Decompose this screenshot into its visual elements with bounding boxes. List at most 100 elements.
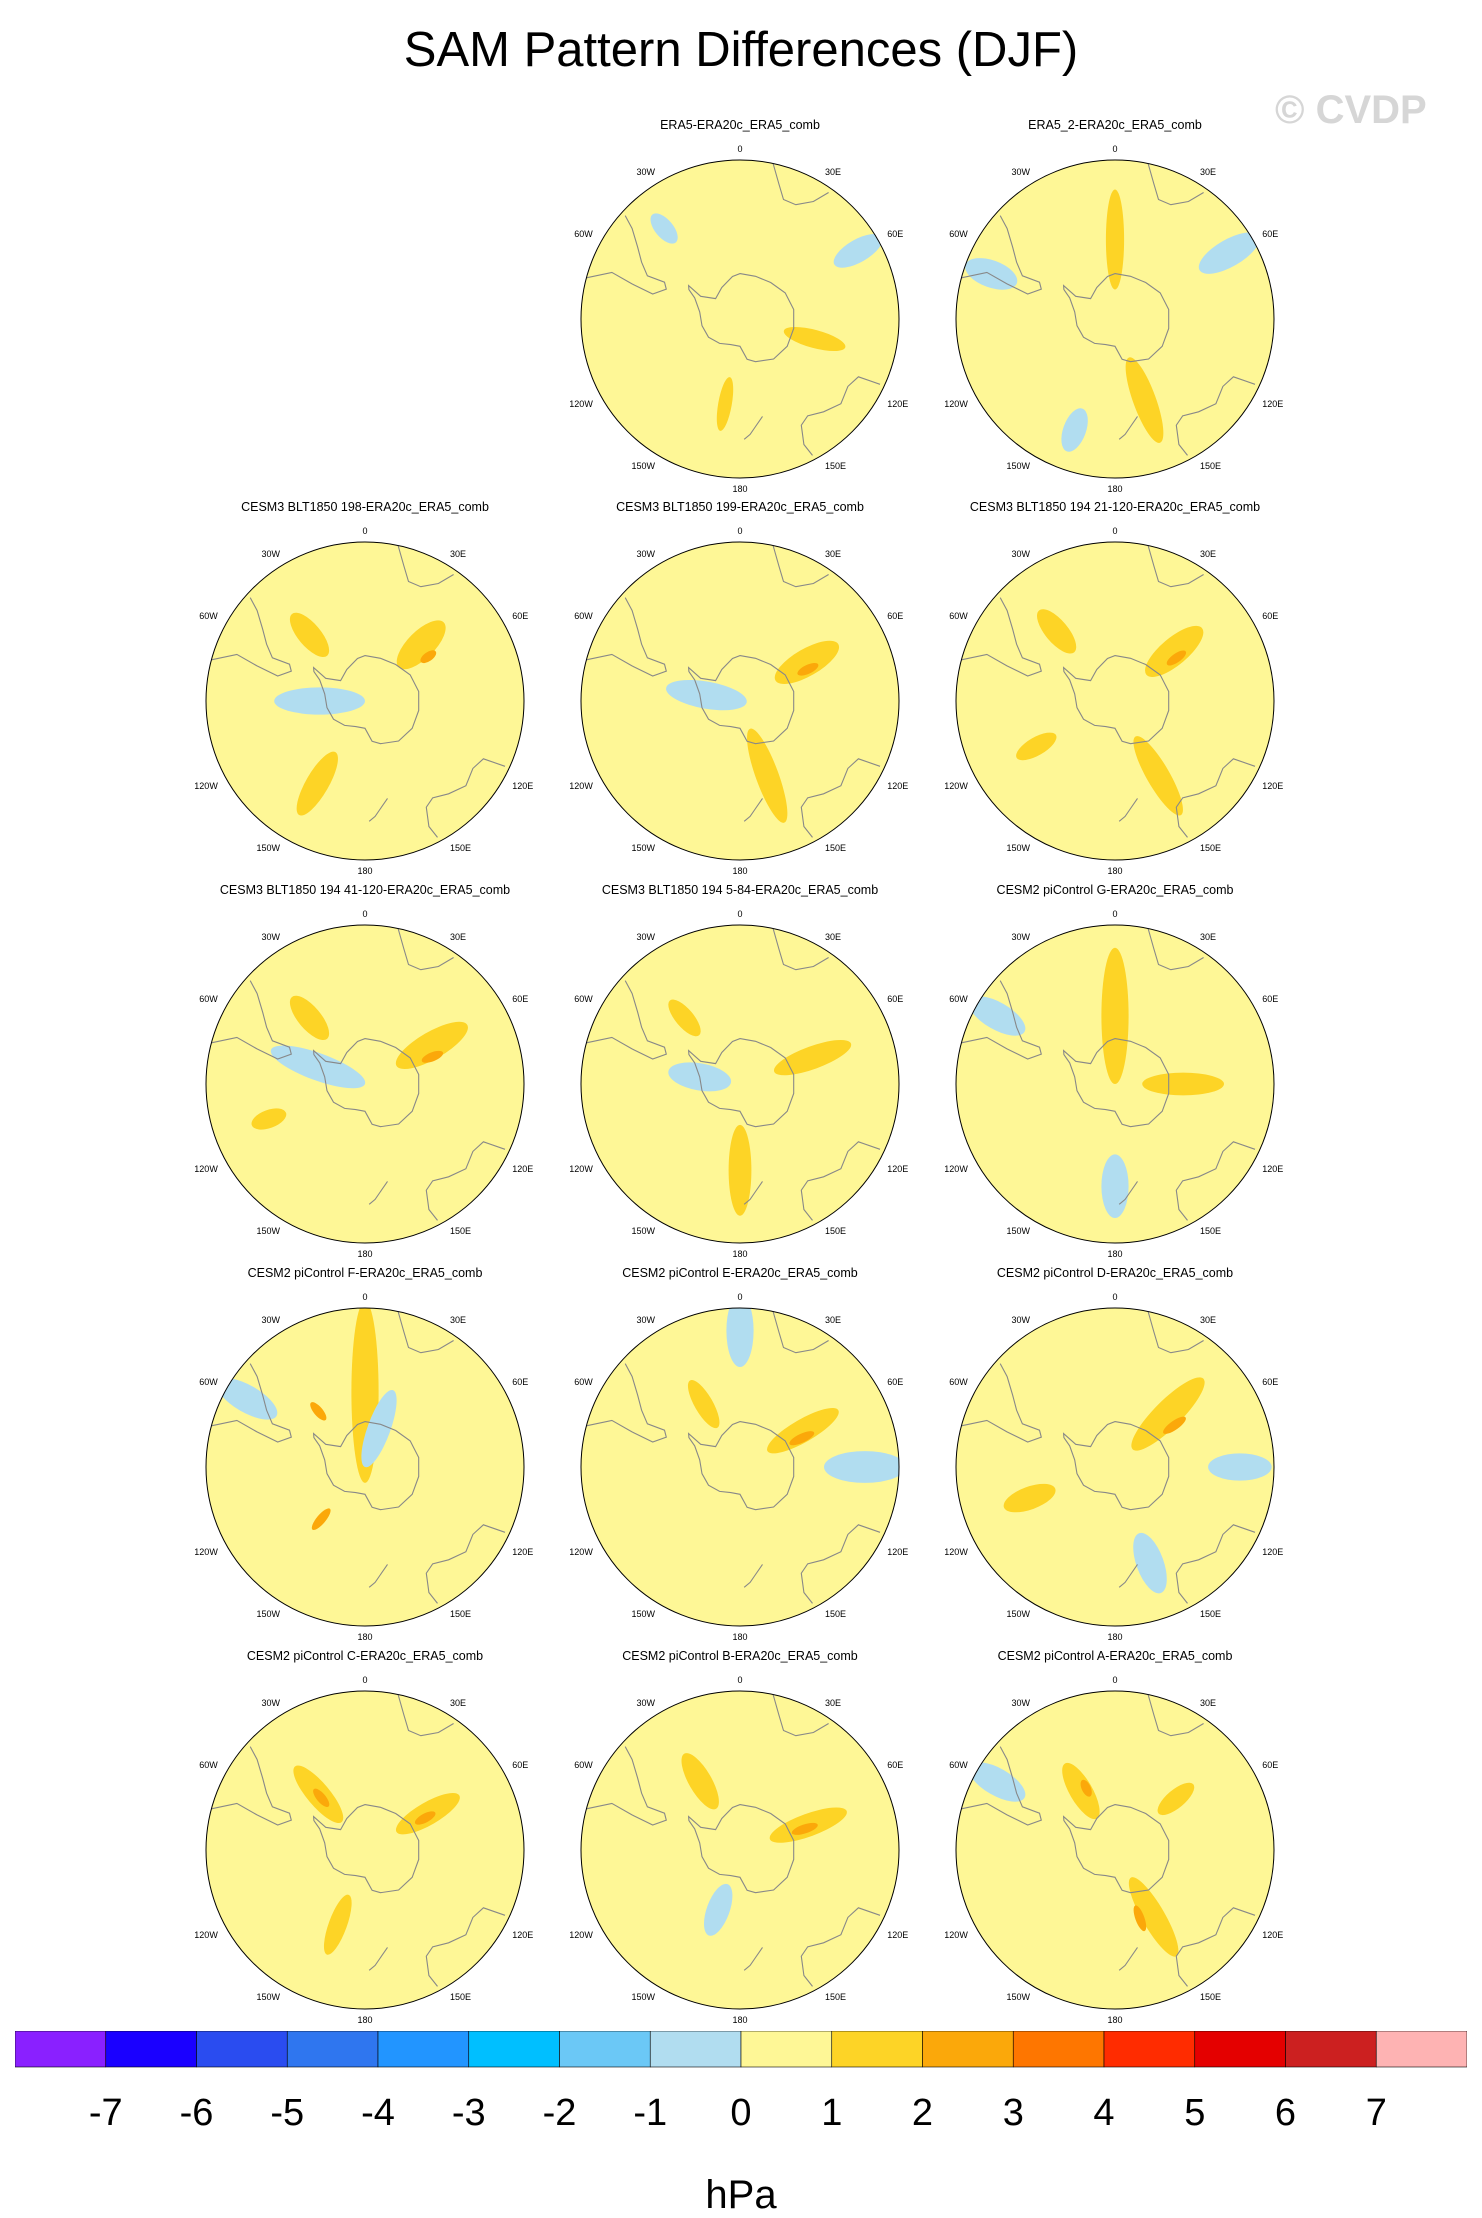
longitude-label: 150W — [256, 1992, 280, 2002]
longitude-label: 120E — [887, 1930, 908, 1940]
longitude-label: 120E — [1262, 1164, 1283, 1174]
polar-map: 030E60E90E120E150E180150W120W90W60W30W — [945, 1266, 1285, 1649]
longitude-label: 0 — [737, 1292, 742, 1302]
colorbar-box — [923, 2031, 1014, 2067]
longitude-label: 30W — [261, 932, 280, 942]
colorbar-tick-label: -3 — [452, 2092, 486, 2134]
longitude-label: 60E — [512, 1377, 528, 1387]
longitude-label: 120W — [195, 1547, 218, 1557]
negative-anomaly — [726, 1294, 753, 1367]
negative-anomaly — [824, 1451, 906, 1483]
longitude-label: 180 — [357, 1249, 372, 1259]
longitude-label: 60E — [1262, 611, 1278, 621]
longitude-label: 60W — [199, 611, 218, 621]
colorbar-units: hPa — [0, 2173, 1482, 2218]
positive-anomaly — [729, 1125, 752, 1216]
longitude-label: 60E — [1262, 994, 1278, 1004]
longitude-label: 180 — [1107, 484, 1122, 494]
longitude-label: 120W — [570, 399, 593, 409]
longitude-label: 60W — [574, 229, 593, 239]
positive-anomaly — [1101, 948, 1128, 1084]
longitude-label: 120W — [195, 781, 218, 791]
longitude-label: 60W — [199, 994, 218, 1004]
longitude-label: 150E — [825, 461, 846, 471]
longitude-label: 120W — [195, 1930, 218, 1940]
longitude-label: 150W — [1006, 461, 1030, 471]
longitude-label: 120W — [570, 1930, 593, 1940]
longitude-label: 150E — [825, 843, 846, 853]
longitude-label: 150W — [1006, 1226, 1030, 1236]
longitude-label: 60W — [574, 1377, 593, 1387]
longitude-label: 150W — [631, 843, 655, 853]
longitude-label: 180 — [732, 866, 747, 876]
longitude-label: 60E — [887, 611, 903, 621]
longitude-label: 0 — [362, 1675, 367, 1685]
polar-map: 030E60E90E120E150E180150W120W90W60W30W — [570, 1649, 910, 2032]
colorbar-box — [832, 2031, 923, 2067]
longitude-label: 30E — [1200, 1315, 1216, 1325]
longitude-label: 150E — [450, 1226, 471, 1236]
colorbar-tick-label: 3 — [1003, 2092, 1024, 2134]
longitude-label: 60W — [949, 1377, 968, 1387]
cvdp-watermark: © CVDP — [1275, 88, 1427, 133]
colorbar-box — [469, 2031, 560, 2067]
longitude-label: 30W — [636, 549, 655, 559]
colorbar-tick-label: -7 — [89, 2092, 123, 2134]
longitude-label: 120E — [887, 1164, 908, 1174]
longitude-label: 150W — [631, 1609, 655, 1619]
map-field — [956, 925, 1274, 1243]
colorbar-box — [15, 2031, 106, 2067]
longitude-label: 150E — [825, 1226, 846, 1236]
longitude-label: 180 — [732, 1632, 747, 1642]
negative-anomaly — [1208, 1453, 1272, 1480]
longitude-label: 150W — [631, 1226, 655, 1236]
colorbar-box — [378, 2031, 469, 2067]
colorbar-box — [1104, 2031, 1195, 2067]
longitude-label: 180 — [1107, 1249, 1122, 1259]
longitude-label: 60E — [1262, 229, 1278, 239]
polar-map: 030E60E90E120E150E180150W120W90W60W30W — [945, 1649, 1285, 2032]
colorbar-tick-label: -2 — [543, 2092, 577, 2134]
colorbar-tick-label: 2 — [912, 2092, 933, 2134]
colorbar-tick-label: 5 — [1184, 2092, 1205, 2134]
longitude-label: 120W — [570, 1164, 593, 1174]
colorbar-box — [197, 2031, 288, 2067]
longitude-label: 30W — [1011, 549, 1030, 559]
longitude-label: 120W — [945, 1164, 968, 1174]
map-field — [956, 1691, 1274, 2009]
longitude-label: 0 — [1112, 526, 1117, 536]
longitude-label: 120W — [945, 1930, 968, 1940]
longitude-label: 0 — [1112, 1292, 1117, 1302]
longitude-label: 120W — [945, 781, 968, 791]
longitude-label: 120E — [1262, 399, 1283, 409]
map-field — [206, 925, 524, 1243]
longitude-label: 30E — [450, 549, 466, 559]
longitude-label: 30W — [636, 1315, 655, 1325]
longitude-label: 150E — [1200, 1992, 1221, 2002]
negative-anomaly — [1101, 1154, 1128, 1218]
longitude-label: 180 — [357, 2015, 372, 2025]
longitude-label: 120E — [887, 399, 908, 409]
longitude-label: 120W — [945, 1547, 968, 1557]
longitude-label: 0 — [1112, 909, 1117, 919]
longitude-label: 120E — [1262, 1547, 1283, 1557]
longitude-label: 30E — [450, 1698, 466, 1708]
longitude-label: 30E — [825, 1698, 841, 1708]
longitude-label: 0 — [1112, 144, 1117, 154]
longitude-label: 180 — [1107, 1632, 1122, 1642]
longitude-label: 180 — [732, 484, 747, 494]
page-title: SAM Pattern Differences (DJF) — [0, 22, 1482, 78]
map-field — [581, 542, 899, 860]
longitude-label: 30E — [825, 932, 841, 942]
longitude-label: 180 — [1107, 866, 1122, 876]
longitude-label: 150E — [1200, 843, 1221, 853]
field-background — [956, 1691, 1274, 2009]
longitude-label: 30W — [1011, 167, 1030, 177]
polar-map: 030E60E90E120E150E180150W120W90W60W30W — [570, 118, 910, 501]
